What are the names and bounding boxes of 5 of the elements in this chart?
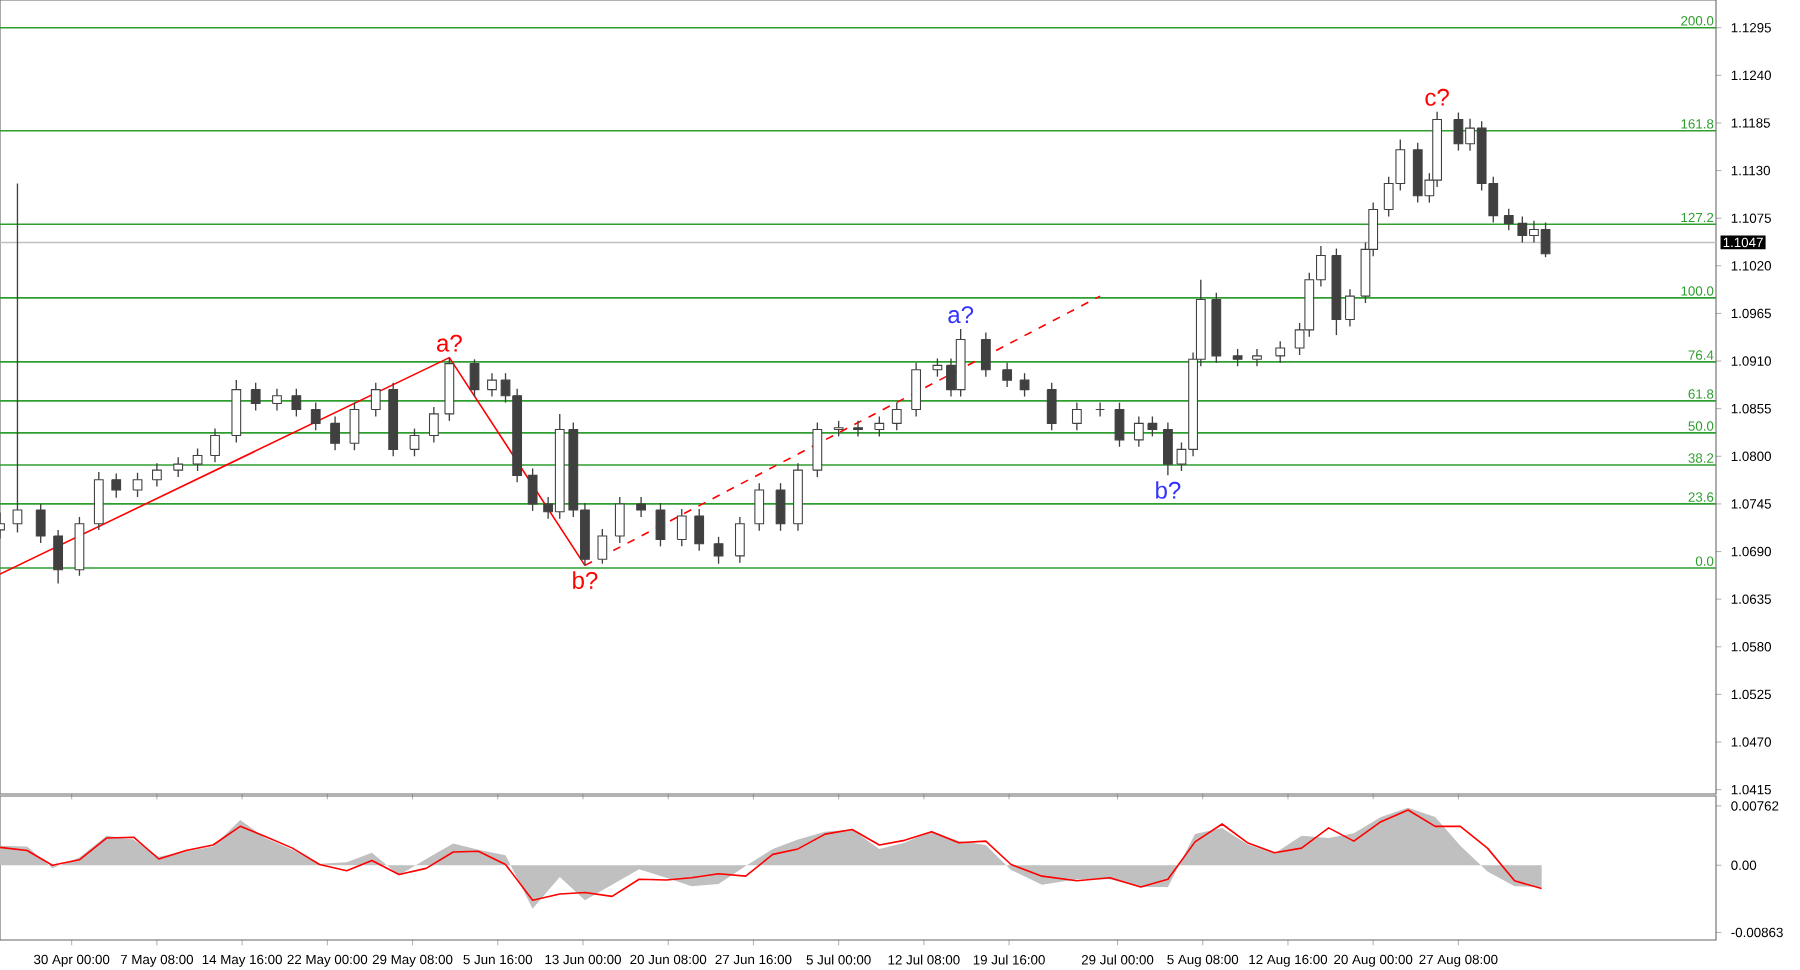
annotation: b?	[1156, 481, 1181, 499]
annotation: a?	[437, 334, 462, 352]
annotation: c?	[1425, 88, 1449, 106]
annotation: a?	[948, 306, 974, 324]
annotation: b?	[573, 571, 598, 589]
